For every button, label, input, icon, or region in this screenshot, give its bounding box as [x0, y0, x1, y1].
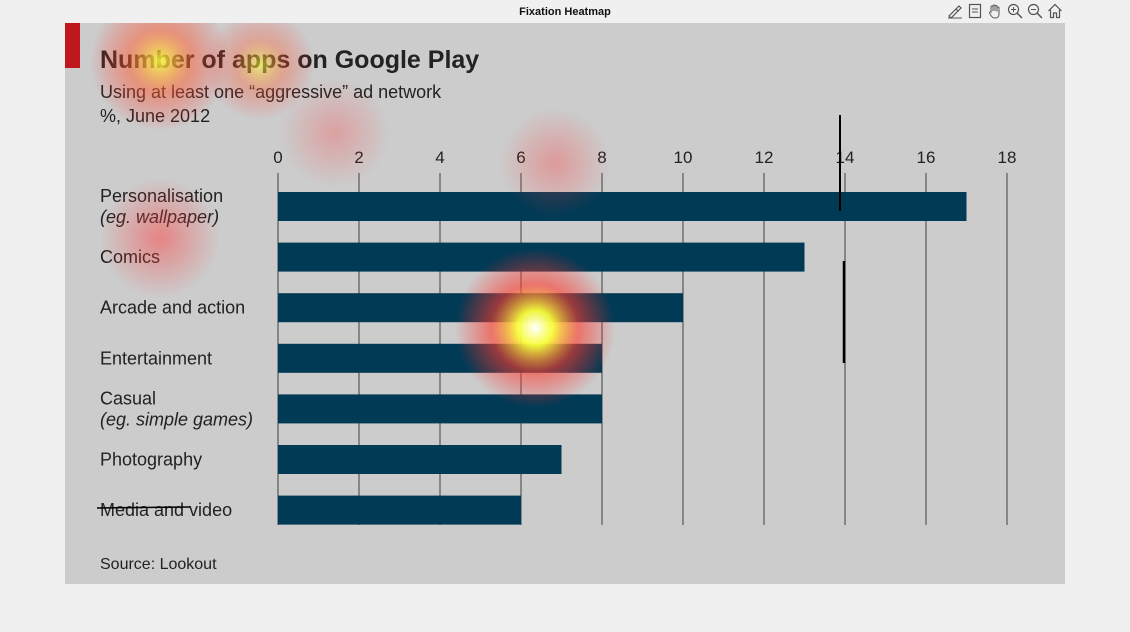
- bar: [278, 495, 521, 525]
- saccade-line: [96, 506, 191, 509]
- x-tick-label: 4: [435, 148, 444, 167]
- x-tick-label: 18: [998, 148, 1017, 167]
- category-label: Casual: [100, 388, 156, 408]
- saccade-marks: [96, 115, 846, 509]
- category-label: Photography: [100, 450, 202, 470]
- accent-bar: [65, 23, 80, 68]
- source-note: Source: Lookout: [100, 556, 217, 573]
- pan-hand-icon[interactable]: [986, 2, 1004, 20]
- category-label: Media and video: [100, 500, 232, 520]
- zoom-in-icon[interactable]: [1006, 2, 1024, 20]
- home-icon[interactable]: [1046, 2, 1064, 20]
- fixation-blob: [500, 108, 610, 218]
- category-label: Arcade and action: [100, 298, 245, 318]
- zoom-out-icon[interactable]: [1026, 2, 1044, 20]
- fixation-overlay: [90, 23, 615, 408]
- bar: [278, 192, 967, 221]
- fixation-blob: [100, 178, 220, 298]
- x-tick-label: 12: [755, 148, 774, 167]
- fixation-blob: [280, 78, 390, 188]
- fixation-blob: [205, 23, 315, 120]
- bar-chart: Number of apps on Google Play Using at l…: [65, 23, 1017, 573]
- x-tick-label: 16: [917, 148, 936, 167]
- brush-icon[interactable]: [946, 2, 964, 20]
- x-tick-label: 14: [836, 148, 855, 167]
- heatmap-stage: Number of apps on Google Play Using at l…: [65, 23, 1065, 584]
- data-tip-icon[interactable]: [966, 2, 984, 20]
- category-label: (eg. simple games): [100, 409, 253, 429]
- bar: [278, 445, 562, 474]
- fixation-blob: [455, 248, 615, 408]
- category-label: Entertainment: [100, 348, 212, 368]
- x-tick-label: 10: [674, 148, 693, 167]
- figure-toolbar: [946, 2, 1064, 22]
- window-title: Fixation Heatmap: [519, 6, 611, 18]
- fixation-blob: [90, 23, 230, 131]
- bars: [278, 192, 967, 525]
- x-tick-label: 0: [273, 148, 282, 167]
